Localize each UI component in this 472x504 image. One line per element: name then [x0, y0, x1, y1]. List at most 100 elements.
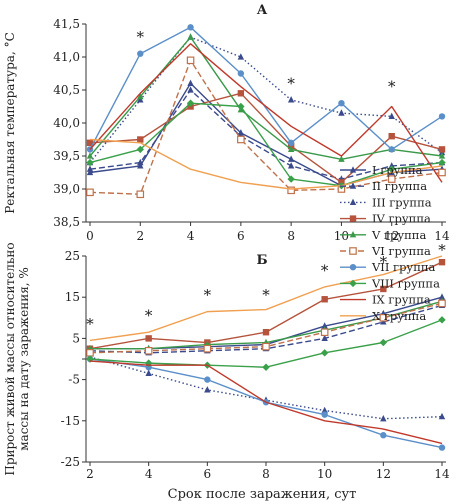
- data-point: [380, 285, 387, 293]
- legend-marker: [349, 279, 357, 288]
- series-9: [89, 360, 443, 445]
- data-point: [338, 100, 345, 107]
- legend-marker: [349, 182, 357, 189]
- x-axis-label: Срок после заражения, сут: [168, 487, 357, 502]
- data-point: [86, 165, 94, 172]
- x-tick-label: 12: [384, 229, 399, 243]
- series-line: [89, 89, 443, 180]
- data-point: [379, 314, 388, 322]
- series-line: [89, 26, 443, 151]
- data-point: [438, 412, 446, 420]
- data-point: [86, 158, 94, 167]
- x-tick-label: 6: [237, 229, 245, 243]
- data-point: [237, 90, 245, 97]
- significance-star: *: [388, 78, 396, 96]
- data-point: [187, 33, 194, 40]
- legend-marker: [349, 198, 357, 205]
- legend-label: II группа: [372, 179, 427, 193]
- series-line: [89, 138, 443, 190]
- y-tick-label: 39,5: [53, 149, 80, 163]
- data-point: [438, 444, 446, 451]
- y-tick-label: 5: [72, 331, 80, 345]
- significance-star: *: [321, 261, 329, 279]
- data-point: [187, 86, 194, 93]
- data-point: [321, 411, 328, 418]
- x-tick-label: 14: [434, 229, 450, 243]
- data-point: [237, 135, 245, 144]
- significance-star: *: [137, 28, 145, 46]
- legend-label: VII группа: [371, 260, 436, 274]
- data-point: [287, 139, 295, 146]
- y-tick-label: -15: [61, 414, 80, 428]
- data-point: [144, 346, 153, 355]
- legend-label: VI группа: [371, 244, 431, 258]
- data-point: [388, 162, 395, 169]
- series-6: [86, 299, 446, 357]
- series-10: [89, 138, 443, 190]
- series-line: [89, 360, 443, 445]
- panel-title: А: [257, 3, 268, 18]
- y-axis-label: Ректальная температура, °C: [3, 32, 17, 214]
- x-tick-label: 10: [334, 229, 349, 243]
- data-point: [145, 369, 152, 377]
- data-point: [137, 96, 144, 103]
- data-point: [388, 112, 395, 119]
- data-point: [338, 155, 345, 162]
- data-point: [321, 322, 328, 329]
- legend-label: X группа: [372, 309, 426, 323]
- data-point: [204, 386, 211, 393]
- data-point: [262, 329, 270, 336]
- legend-label: III группа: [372, 195, 432, 209]
- data-point: [388, 146, 395, 153]
- data-point: [438, 293, 446, 300]
- chart-panel-1: 38,5 39,0 39,5 40,0 40,5 41,0 41,5 0 2 4 6 8 10 12 14 А…: [3, 3, 450, 243]
- significance-star: *: [145, 307, 153, 325]
- x-tick-label: 0: [86, 229, 94, 243]
- series-line: [89, 43, 443, 183]
- data-point: [438, 158, 446, 167]
- significance-star: *: [380, 253, 388, 271]
- data-point: [438, 113, 446, 120]
- data-point: [204, 376, 211, 383]
- legend-label: VIII группа: [371, 276, 440, 290]
- data-point: [320, 328, 329, 337]
- data-point: [86, 139, 94, 146]
- data-point: [388, 133, 395, 140]
- data-point: [321, 406, 328, 414]
- data-point: [387, 175, 396, 183]
- data-point: [237, 70, 245, 77]
- data-point: [262, 363, 270, 371]
- series-9: [89, 43, 443, 183]
- data-point: [320, 349, 329, 357]
- y-tick-label: -25: [61, 455, 80, 469]
- data-point: [287, 162, 295, 169]
- y-axis-label: Прирост живой массы относительномассы на…: [3, 242, 31, 475]
- y-tick-label: 41,0: [53, 50, 80, 64]
- data-point: [136, 190, 145, 199]
- data-point: [287, 186, 295, 195]
- data-point: [438, 152, 446, 159]
- data-point: [86, 188, 94, 197]
- y-tick-label: 41,5: [53, 17, 80, 31]
- x-tick-label: 2: [136, 229, 144, 243]
- data-point: [438, 258, 446, 266]
- data-point: [203, 344, 212, 353]
- y-tick-label: -5: [68, 373, 80, 387]
- data-point: [287, 96, 295, 103]
- series-line: [89, 36, 443, 161]
- data-point: [338, 109, 345, 116]
- x-tick-label: 6: [204, 467, 212, 481]
- data-point: [86, 349, 94, 357]
- legend-marker: [349, 247, 357, 255]
- series-line: [89, 255, 443, 342]
- chart-panel-2: -25 -15 -5 5 15 25 2 4 6 8 10 12 14 Б Прирост живой ма…: [3, 241, 450, 502]
- significance-star: *: [86, 315, 94, 333]
- legend-label: V группа: [371, 228, 426, 242]
- data-point: [438, 316, 446, 324]
- legend-marker: [349, 264, 357, 271]
- legend-marker: [349, 166, 357, 173]
- data-point: [145, 335, 152, 342]
- data-point: [237, 129, 245, 136]
- significance-star: *: [287, 74, 295, 92]
- panel-title: Б: [256, 253, 267, 268]
